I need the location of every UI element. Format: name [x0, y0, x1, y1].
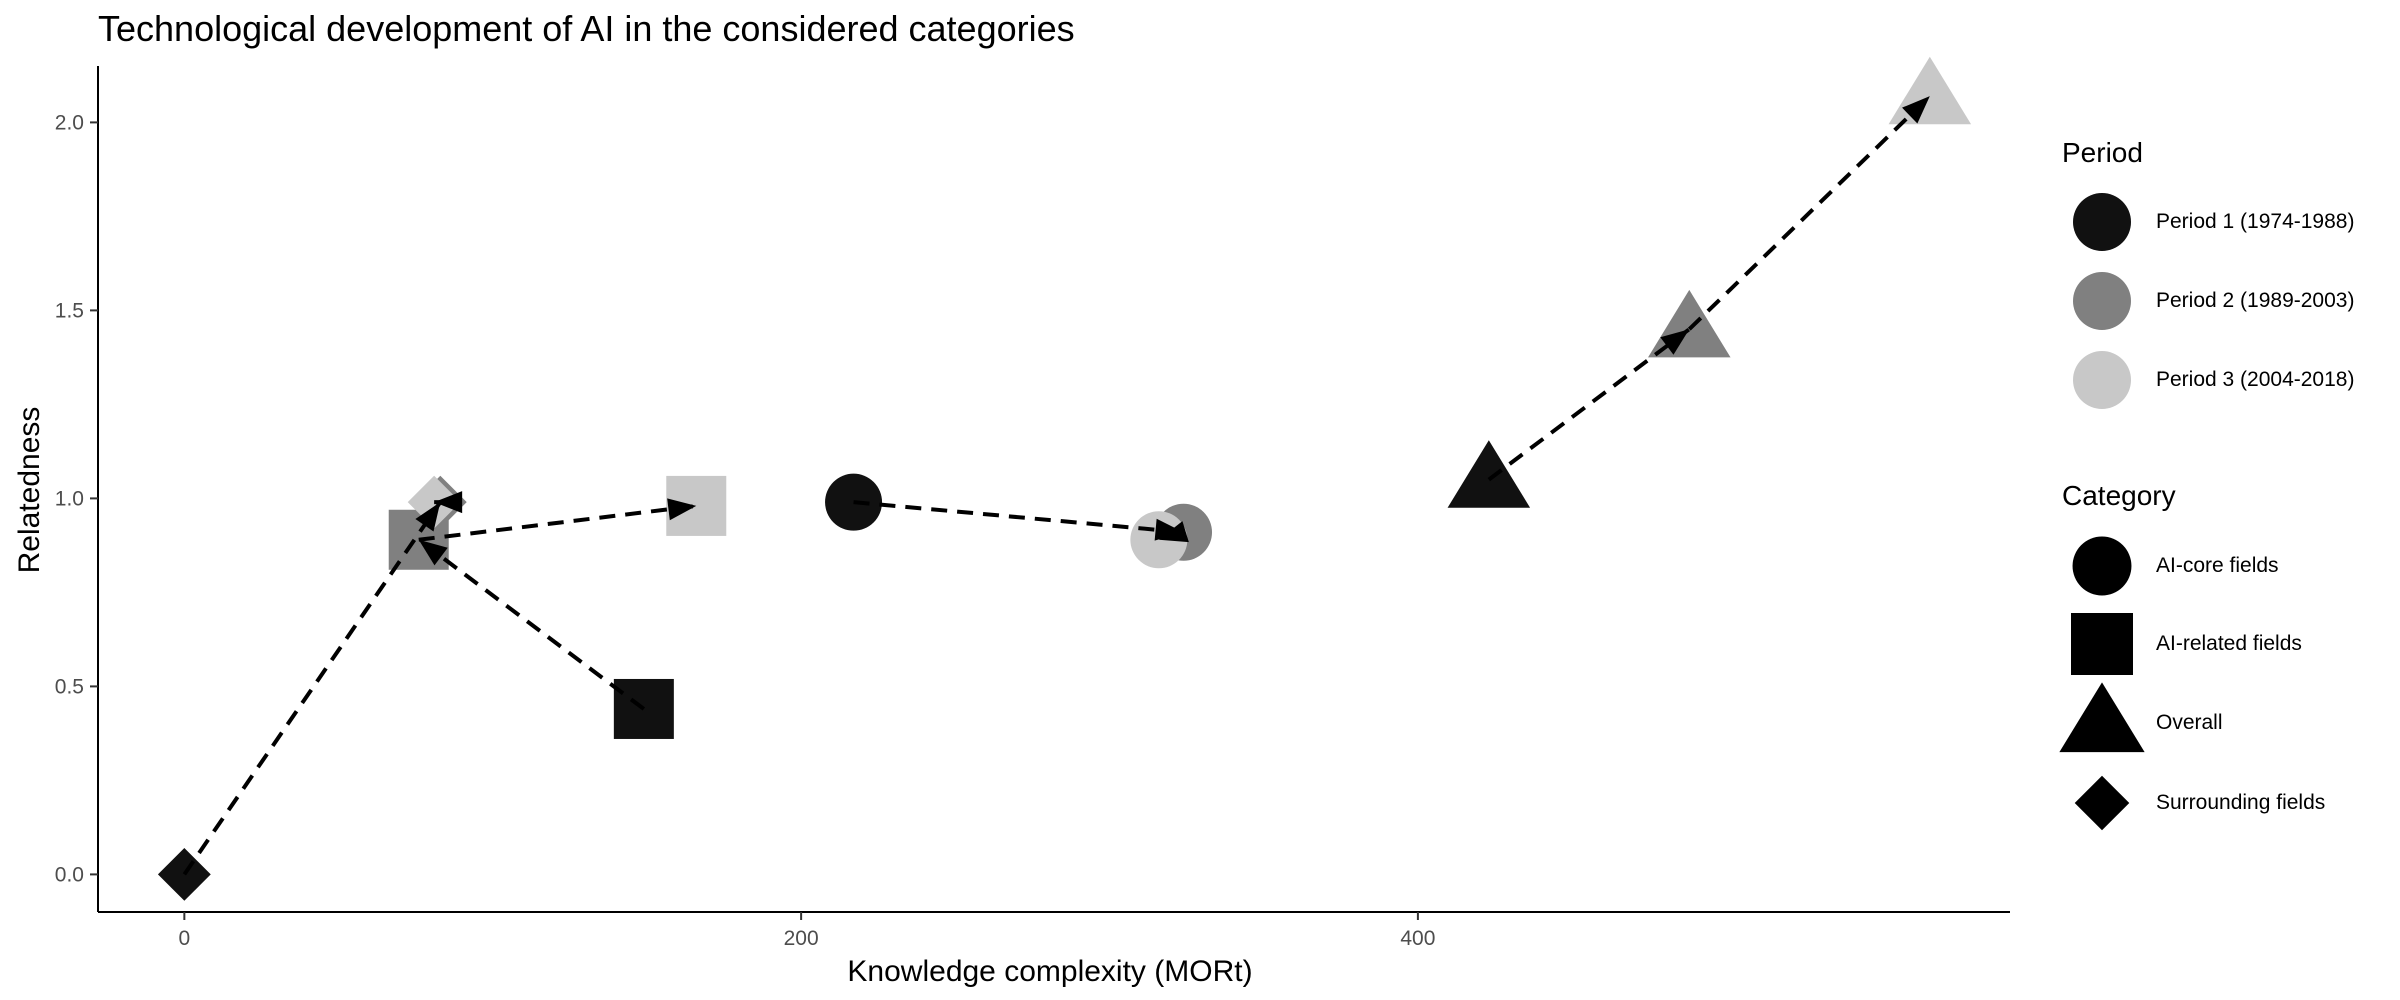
legend-title-period: Period — [2062, 137, 2143, 168]
y-tick-label: 2.0 — [55, 111, 84, 134]
legend-title-category: Category — [2062, 480, 2176, 511]
legend-swatch-period-3 — [2073, 351, 2131, 409]
arrowhead-surrounding-fields-1 — [415, 502, 441, 532]
y-ticks: 0.0 0.5 1.0 1.5 2.0 — [55, 111, 98, 886]
x-ticks: 0 200 400 — [179, 912, 1435, 950]
y-tick-label: 1.0 — [55, 487, 84, 510]
legend-label-overall: Overall — [2156, 711, 2223, 734]
y-tick-label: 0.5 — [55, 675, 84, 698]
legend-glyph-ai-related-fields — [2071, 613, 2133, 675]
point-overall-period-3 — [1888, 56, 1972, 125]
trajectory-overall-2 — [1687, 94, 1932, 331]
marker-layer — [157, 56, 1972, 901]
legend-swatch-period-2 — [2073, 272, 2131, 330]
trajectory-ai-related-fields-1 — [417, 538, 646, 711]
arrowhead-ai-related-fields-1 — [418, 539, 448, 566]
arrow-layer — [182, 94, 1932, 876]
x-axis-label: Knowledge complexity (MORt) — [847, 955, 1253, 988]
legend-glyphs — [2059, 193, 2145, 831]
trajectory-overall-1 — [1487, 327, 1691, 482]
trajectory-ai-related-fields-2 — [418, 503, 697, 542]
legend-label-ai-core: AI-core fields — [2156, 554, 2279, 577]
x-tick-label: 400 — [1400, 927, 1435, 950]
legend-swatch-period-1 — [2073, 193, 2131, 251]
x-tick-label: 200 — [784, 927, 819, 950]
arrowhead-overall-1 — [1660, 329, 1690, 355]
trajectory-ai-core-fields-1 — [853, 500, 1184, 535]
legend-label-period-2: Period 2 (1989-2003) — [2156, 289, 2355, 312]
y-tick-label: 0.0 — [55, 863, 84, 886]
arrowhead-surrounding-fields-2 — [434, 491, 463, 514]
y-axis-label: Relatedness — [13, 406, 46, 574]
legend-label-period-3: Period 3 (2004-2018) — [2156, 368, 2355, 391]
legend-label-ai-related: AI-related fields — [2156, 632, 2302, 655]
x-tick-label: 0 — [179, 927, 191, 950]
arrowhead-overall-2 — [1902, 96, 1930, 124]
arrowhead-ai-related-fields-2 — [667, 498, 697, 521]
legend-label-surrounding: Surrounding fields — [2156, 791, 2326, 814]
arrowhead-ai-core-fields-2 — [1158, 521, 1189, 543]
point-overall-period-1 — [1447, 440, 1531, 508]
y-tick-label: 1.5 — [55, 299, 84, 322]
legend-glyph-overall — [2059, 682, 2145, 753]
chart-title: Technological development of AI in the c… — [98, 8, 1075, 49]
legend-glyph-ai-core-fields — [2072, 536, 2132, 596]
legend-label-period-1: Period 1 (1974-1988) — [2156, 210, 2355, 233]
legend-glyph-surrounding-fields — [2074, 775, 2130, 831]
arrowhead-ai-core-fields-1 — [1154, 518, 1184, 541]
trajectory-surrounding-fields-1 — [182, 501, 442, 876]
